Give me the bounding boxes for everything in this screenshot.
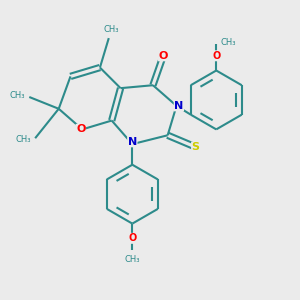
Text: O: O <box>76 124 86 134</box>
Text: S: S <box>192 142 200 152</box>
Text: O: O <box>159 51 168 61</box>
Text: CH₃: CH₃ <box>104 25 119 34</box>
Text: O: O <box>212 51 220 61</box>
Text: N: N <box>128 137 137 147</box>
Text: CH₃: CH₃ <box>15 135 31 144</box>
Text: CH₃: CH₃ <box>9 91 25 100</box>
Text: CH₃: CH₃ <box>124 254 140 263</box>
Text: O: O <box>128 233 136 243</box>
Text: N: N <box>174 101 184 111</box>
Text: CH₃: CH₃ <box>221 38 236 47</box>
